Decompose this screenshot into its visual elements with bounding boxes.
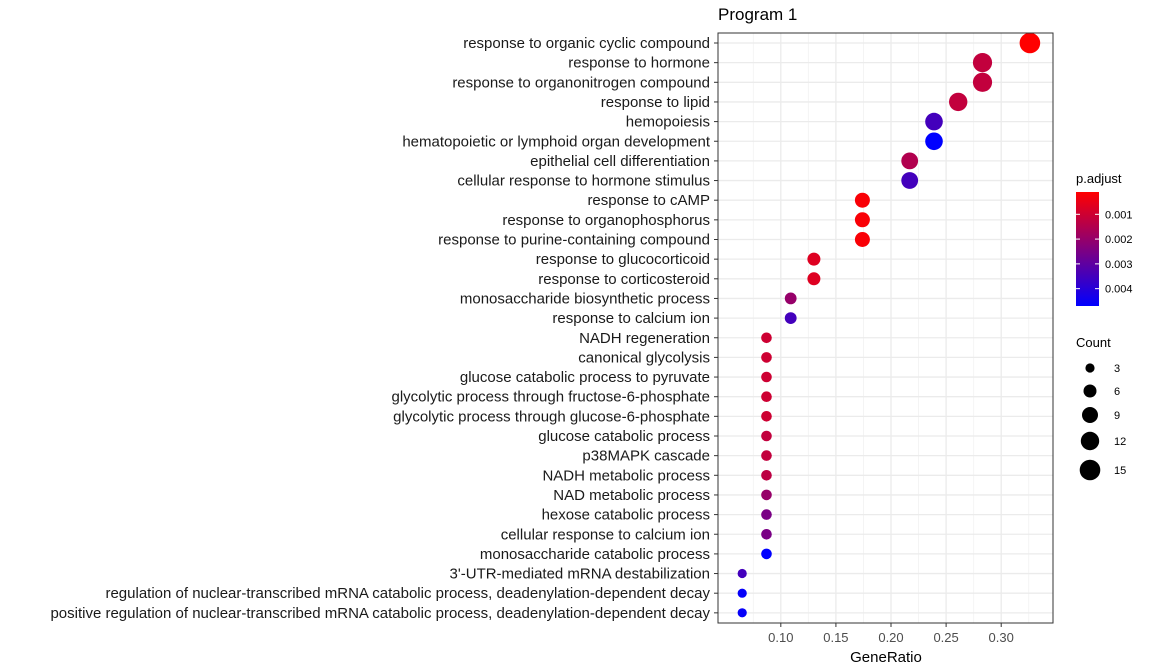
term-label: glucose catabolic process to pyruvate [460,369,710,386]
term-label: response to organic cyclic compound [463,35,710,52]
data-point [784,292,797,305]
term-label: glucose catabolic process [538,428,710,445]
x-tick-label: 0.20 [878,630,903,645]
color-legend-label: 0.001 [1105,209,1133,221]
data-point [972,53,993,73]
data-point [854,232,870,247]
term-label: cellular response to calcium ion [501,526,710,543]
size-legend-title: Count [1076,335,1111,350]
data-point [807,272,821,286]
data-point [761,509,772,520]
dots [737,32,1041,618]
data-point [925,112,943,131]
term-label: canonical glycolysis [578,349,710,366]
panel-background [718,33,1053,623]
panel-border [717,32,1054,624]
term-label: glycolytic process through fructose-6-ph… [391,389,710,406]
size-legend-dot [1082,407,1098,423]
data-point [737,608,747,618]
data-point [737,568,747,579]
term-label: glycolytic process through glucose-6-pho… [393,408,710,425]
term-label: response to cAMP [587,192,710,209]
x-tick-label: 0.15 [823,630,848,645]
grid [718,33,1053,623]
term-label: response to organonitrogen compound [452,74,710,91]
data-point [901,152,919,170]
term-label: p38MAPK cascade [582,448,710,465]
size-legend-label: 6 [1114,386,1120,398]
size-legend-label: 9 [1114,410,1120,422]
size-legend-label: 3 [1114,363,1120,375]
data-point [854,192,870,208]
term-label: response to corticosteroid [538,271,710,288]
data-point [784,312,797,324]
term-label: response to purine-containing compound [438,232,710,249]
x-tick-label: 0.30 [989,630,1014,645]
term-label: response to lipid [601,94,710,111]
data-point [761,352,772,363]
data-point [925,132,943,151]
term-label: monosaccharide biosynthetic process [460,290,710,307]
data-point [761,489,772,501]
x-axis: 0.10 0.15 0.20 0.25 0.30 [768,623,1014,645]
term-label: response to hormone [568,55,710,72]
term-label: NADH metabolic process [542,467,710,484]
data-point [761,430,772,442]
color-legend-title: p.adjust [1076,171,1122,186]
term-label: hematopoietic or lymphoid organ developm… [402,133,711,150]
term-label: cellular response to hormone stimulus [457,173,710,190]
x-tick-label: 0.25 [933,630,958,645]
x-tick-label: 0.10 [768,630,793,645]
term-label: response to calcium ion [552,310,710,327]
color-legend-label: 0.002 [1105,234,1133,246]
data-point [807,252,821,266]
data-point [1019,32,1041,54]
term-label: hexose catabolic process [542,507,710,524]
size-legend: Count 3 6 9 12 15 [1076,335,1126,481]
size-legend-label: 12 [1114,436,1126,448]
data-point [761,529,772,540]
data-point [761,548,772,560]
data-point [761,391,772,403]
data-point [972,72,993,92]
color-legend-label: 0.003 [1105,259,1133,271]
term-label: regulation of nuclear-transcribed mRNA c… [105,585,710,602]
term-label: hemopoiesis [626,114,710,131]
data-point [761,411,772,422]
term-label: NAD metabolic process [553,487,710,504]
size-legend-dot [1079,459,1101,481]
color-legend-bar [1076,192,1099,306]
term-label: 3'-UTR-mediated mRNA destabilization [450,566,710,583]
data-point [949,92,968,112]
size-legend-dot [1083,384,1097,398]
size-legend-label: 15 [1114,465,1126,477]
size-legend-dot [1080,431,1100,451]
color-legend: p.adjust 0.001 0.002 0.003 0.004 [1076,171,1133,306]
data-point [901,172,919,189]
data-point [761,332,772,344]
chart-title: Program 1 [718,5,797,24]
term-label: response to organophosphorus [502,212,710,229]
term-label: epithelial cell differentiation [530,153,710,170]
data-point [761,371,772,383]
x-axis-label: GeneRatio [850,649,922,666]
term-label: positive regulation of nuclear-transcrib… [50,605,710,622]
term-label: NADH regeneration [579,330,710,347]
data-point [737,588,747,598]
data-point [761,470,772,481]
color-legend-label: 0.004 [1105,284,1133,296]
y-axis-terms: response to organic cyclic compound respo… [50,35,718,622]
data-point [854,212,870,228]
data-point [761,450,772,461]
term-label: response to glucocorticoid [536,251,710,268]
term-label: monosaccharide catabolic process [480,546,710,563]
size-legend-dot [1085,363,1095,373]
